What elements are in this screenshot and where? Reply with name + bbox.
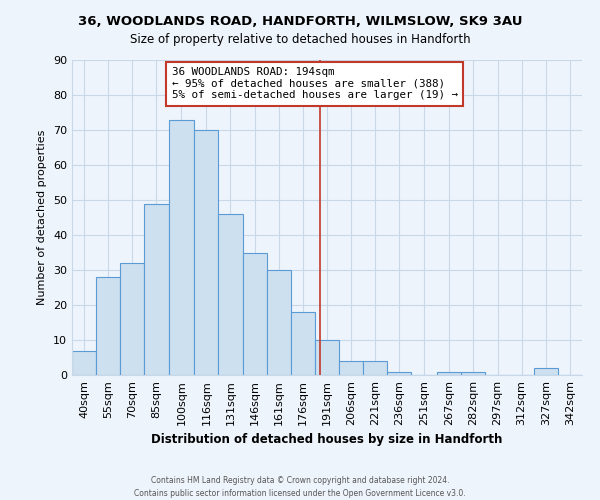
Bar (534, 368, 558, 375)
Bar (461, 372, 485, 375)
Y-axis label: Number of detached properties: Number of detached properties (37, 130, 47, 305)
Bar (388, 372, 412, 375)
Bar (339, 361, 363, 375)
Bar (194, 130, 218, 375)
Text: 36, WOODLANDS ROAD, HANDFORTH, WILMSLOW, SK9 3AU: 36, WOODLANDS ROAD, HANDFORTH, WILMSLOW,… (78, 15, 522, 28)
Bar (96, 277, 120, 375)
Bar (218, 214, 242, 375)
Bar (363, 361, 388, 375)
Bar (242, 252, 266, 375)
Text: Size of property relative to detached houses in Handforth: Size of property relative to detached ho… (130, 32, 470, 46)
X-axis label: Distribution of detached houses by size in Handforth: Distribution of detached houses by size … (151, 434, 503, 446)
Bar (315, 340, 339, 375)
Text: Contains HM Land Registry data © Crown copyright and database right 2024.
Contai: Contains HM Land Registry data © Crown c… (134, 476, 466, 498)
Bar (291, 312, 315, 375)
Bar (437, 372, 461, 375)
Bar (169, 120, 194, 375)
Bar (120, 263, 145, 375)
Text: 36 WOODLANDS ROAD: 194sqm
← 95% of detached houses are smaller (388)
5% of semi-: 36 WOODLANDS ROAD: 194sqm ← 95% of detac… (172, 67, 458, 100)
Bar (266, 270, 291, 375)
Bar (72, 350, 96, 375)
Bar (145, 204, 169, 375)
